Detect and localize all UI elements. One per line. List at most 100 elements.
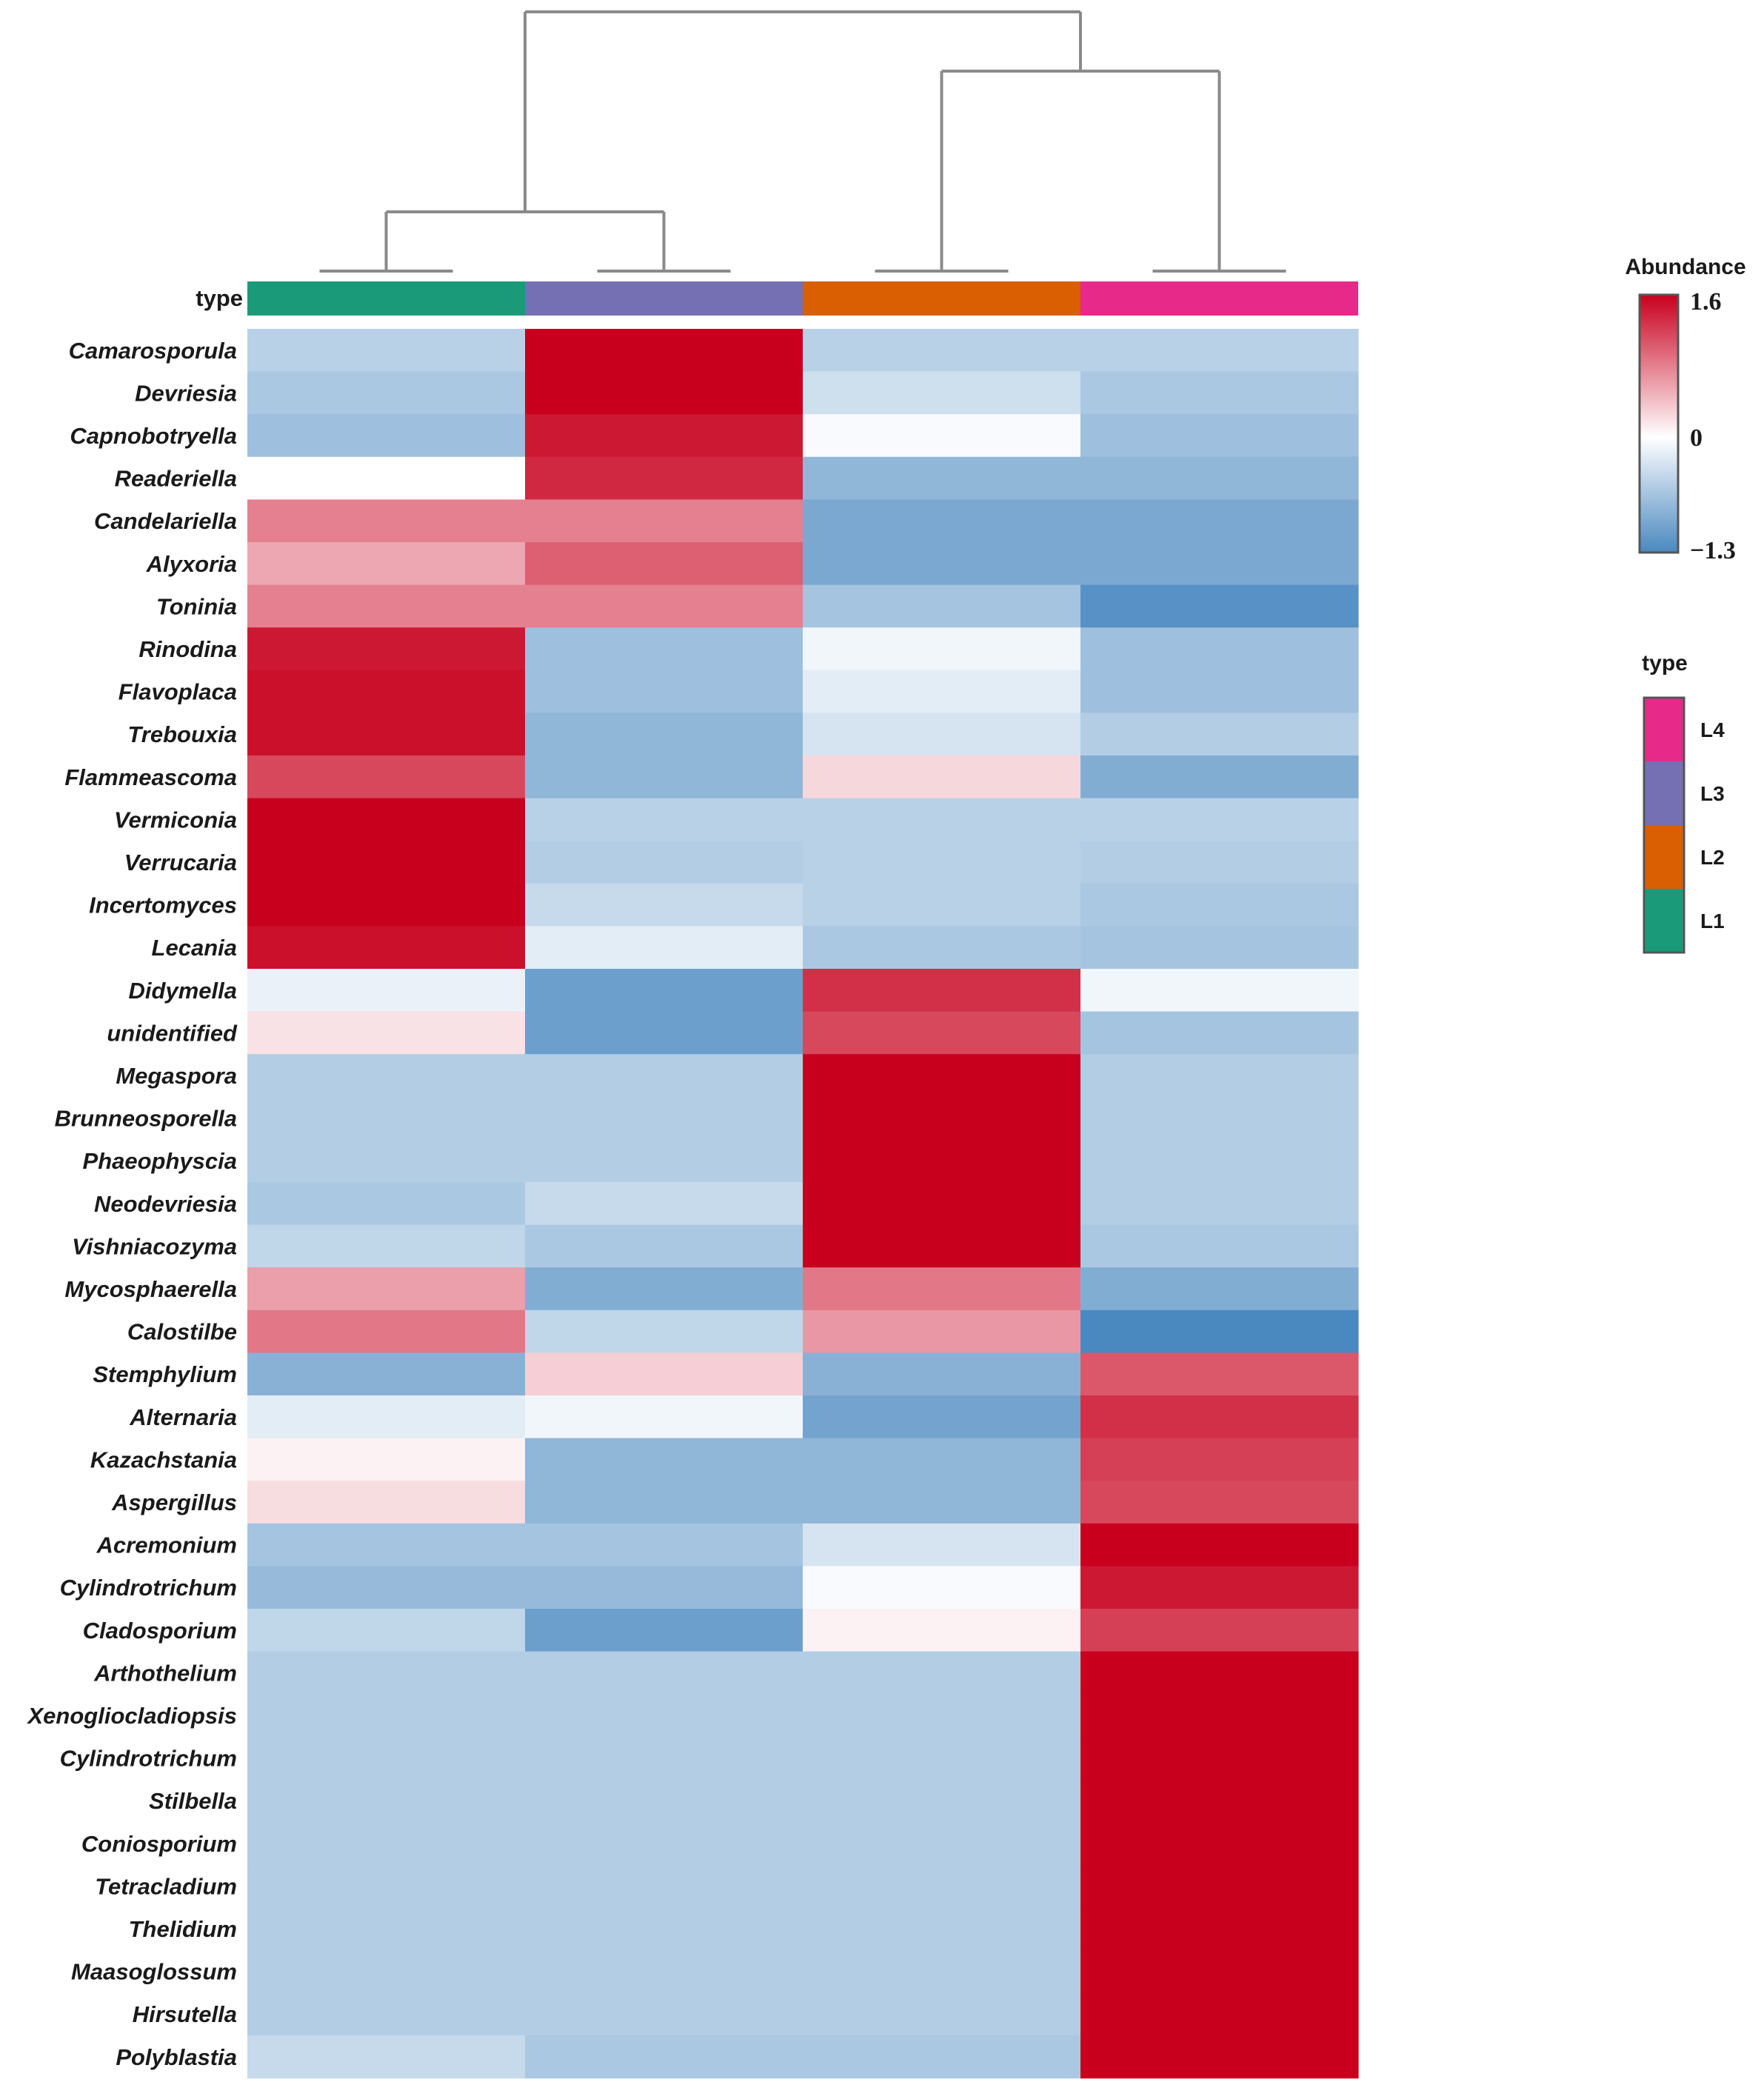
- heatmap-cell: [803, 627, 1081, 671]
- heatmap-cell: [803, 414, 1081, 458]
- type-legend-swatch-L1: [1644, 889, 1684, 953]
- heatmap-cell: [247, 1139, 526, 1183]
- row-label: Megaspora: [116, 1063, 237, 1089]
- heatmap-cell: [247, 414, 526, 458]
- heatmap-cell: [803, 1310, 1081, 1353]
- heatmap-cell: [1080, 329, 1359, 373]
- row-label: Cylindrotrichum: [60, 1746, 237, 1772]
- row-label: Alyxoria: [146, 551, 237, 577]
- row-label: Polyblastia: [116, 2044, 237, 2070]
- heatmap-cell: [525, 1096, 804, 1140]
- heatmap-cell: [1080, 371, 1359, 415]
- row-label: Xenogliocladiopsis: [27, 1703, 238, 1729]
- heatmap-cell: [247, 2035, 526, 2079]
- heatmap-cell: [1080, 1609, 1359, 1652]
- heatmap-cell: [525, 499, 804, 543]
- heatmap-cell: [803, 755, 1081, 799]
- row-label: Didymella: [129, 978, 237, 1004]
- heatmap-cell: [247, 1694, 526, 1738]
- heatmap-cell: [525, 1395, 804, 1439]
- heatmap-cell: [525, 841, 804, 884]
- heatmap-cell: [803, 2035, 1081, 2079]
- row-label: Camarosporula: [69, 338, 237, 364]
- heatmap-cell: [803, 1907, 1081, 1951]
- heatmap-cell: [1080, 883, 1359, 927]
- heatmap-cell: [803, 1352, 1081, 1396]
- row-label: Arthothelium: [93, 1660, 237, 1686]
- type-legend-swatch-L4: [1644, 698, 1684, 761]
- heatmap-cell: [1080, 414, 1359, 458]
- heatmap-cell: [525, 1139, 804, 1183]
- type-legend-item: L4: [1700, 718, 1725, 741]
- heatmap-cell: [247, 329, 526, 373]
- row-label: Brunneosporella: [55, 1106, 237, 1132]
- heatmap-cell: [247, 1779, 526, 1823]
- heatmap-cells: [247, 329, 1359, 2079]
- row-label: Hirsutella: [133, 2001, 237, 2027]
- heatmap-cell: [1080, 670, 1359, 713]
- heatmap-cell: [1080, 1267, 1359, 1311]
- heatmap-cell: [525, 1182, 804, 1226]
- heatmap-cell: [803, 883, 1081, 927]
- heatmap-cell: [247, 1054, 526, 1098]
- heatmap-cell: [803, 1566, 1081, 1609]
- heatmap-cell: [247, 1224, 526, 1268]
- heatmap-cell: [247, 1992, 526, 2036]
- type-cell-L2: [803, 281, 1080, 316]
- type-legend-item: L2: [1700, 846, 1725, 869]
- heatmap-cell: [247, 542, 526, 586]
- heatmap-cell: [803, 1736, 1081, 1780]
- heatmap-cell: [247, 926, 526, 970]
- row-label: Flavoplaca: [118, 679, 237, 705]
- heatmap-cell: [803, 1139, 1081, 1183]
- heatmap-cell: [1080, 1523, 1359, 1567]
- heatmap-cell: [1080, 2035, 1359, 2079]
- heatmap-cell: [1080, 1949, 1359, 1993]
- heatmap-cell: [803, 456, 1081, 500]
- row-label: Readeriella: [115, 466, 237, 492]
- heatmap-cell: [803, 713, 1081, 756]
- heatmap-cell: [525, 1992, 804, 2036]
- heatmap-cell: [247, 627, 526, 671]
- heatmap-cell: [803, 798, 1081, 841]
- type-legend-swatch-L2: [1644, 825, 1684, 889]
- heatmap-cell: [247, 798, 526, 841]
- heatmap-cell: [525, 414, 804, 458]
- heatmap-cell: [1080, 1224, 1359, 1268]
- heatmap-cell: [525, 1566, 804, 1609]
- type-cell-L4: [1080, 281, 1358, 316]
- heatmap-cell: [247, 1864, 526, 1908]
- row-label: Cylindrotrichum: [60, 1575, 237, 1601]
- row-label: Incertomyces: [89, 893, 237, 918]
- type-annotation-bar: [247, 281, 1358, 316]
- heatmap-cell: [247, 1267, 526, 1311]
- abundance-legend: Abundance 1.6 0 −1.3: [1625, 255, 1745, 564]
- heatmap-cell: [803, 1182, 1081, 1226]
- heatmap-cell: [803, 1949, 1081, 1993]
- row-label: Neodevriesia: [94, 1191, 237, 1217]
- heatmap-cell: [247, 456, 526, 500]
- abundance-tick-label: −1.3: [1690, 537, 1736, 564]
- heatmap-cell: [247, 1310, 526, 1353]
- row-labels: Camarosporula Devriesia Capnobotryella Read…: [27, 338, 238, 2070]
- heatmap-cell: [247, 1395, 526, 1439]
- type-legend-title: type: [1642, 651, 1688, 675]
- heatmap-cell: [247, 883, 526, 927]
- heatmap-cell: [803, 1822, 1081, 1866]
- heatmap-cell: [525, 627, 804, 671]
- type-annotation-label: type: [196, 285, 243, 311]
- heatmap-cell: [1080, 1395, 1359, 1439]
- heatmap-cell: [803, 584, 1081, 628]
- heatmap-cell: [525, 329, 804, 373]
- heatmap-cell: [525, 1949, 804, 1993]
- heatmap-cell: [525, 1267, 804, 1311]
- type-legend-item: L1: [1700, 910, 1725, 933]
- heatmap-cell: [247, 499, 526, 543]
- heatmap-cell: [525, 1310, 804, 1353]
- heatmap-cell: [803, 1523, 1081, 1567]
- heatmap-cell: [803, 841, 1081, 884]
- heatmap-cell: [525, 670, 804, 713]
- heatmap-cell: [247, 1609, 526, 1652]
- heatmap-cell: [1080, 926, 1359, 970]
- row-label: Verrucaria: [124, 850, 237, 875]
